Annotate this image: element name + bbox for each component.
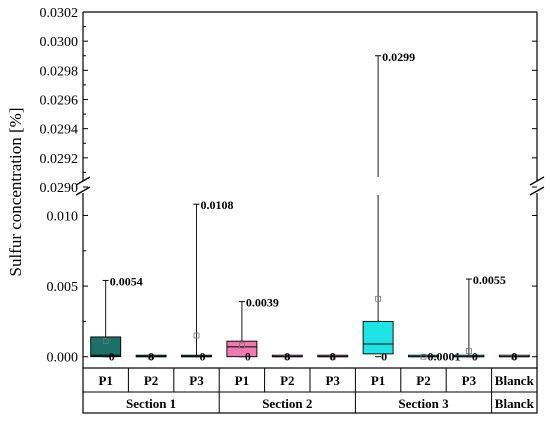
- box-iqr: [362, 320, 394, 355]
- section-label: Section 2: [262, 396, 312, 411]
- y-tick-label: 0.0294: [40, 123, 79, 138]
- box-section-1-p3: 0.0108 0: [181, 198, 234, 364]
- category-label: Blanck: [495, 373, 535, 388]
- category-label: P3: [325, 373, 340, 388]
- max-value-label: 0: [284, 350, 290, 364]
- section-label: Section 3: [398, 396, 449, 411]
- box-section-3-p3: 0.0055 0: [453, 273, 506, 364]
- y-tick-label: 0.0292: [40, 152, 79, 167]
- category-label: P1: [98, 373, 112, 388]
- axis-break-mark: [529, 176, 545, 186]
- category-label: P3: [189, 373, 204, 388]
- category-label: P2: [280, 373, 294, 388]
- axis-break-mark: [75, 186, 91, 196]
- max-value-label: 0.0001: [428, 349, 461, 363]
- box-section-2-p3: 0: [317, 350, 349, 364]
- box-section-2-p2: 0: [271, 350, 303, 364]
- mean-marker: [511, 353, 518, 360]
- axis-break-mark: [529, 186, 545, 196]
- category-label: P1: [371, 373, 385, 388]
- y-tick-label: 0.0302: [40, 6, 79, 21]
- category-label: P3: [462, 373, 477, 388]
- max-value-label: 0.0055: [473, 273, 506, 287]
- max-value-label: 0.0039: [246, 296, 279, 310]
- section-label: Section 1: [126, 396, 176, 411]
- mean-marker: [329, 353, 336, 360]
- box-section-3-p2: 0.0001: [408, 349, 461, 363]
- mean-marker: [238, 342, 245, 349]
- mean-marker: [420, 353, 427, 360]
- box-section-2-p1: 0.0039 0: [226, 296, 279, 364]
- y-tick-label: 0.0298: [40, 64, 79, 79]
- mean-marker: [193, 332, 200, 339]
- box-section-3-p1: 0.0299 0: [362, 50, 415, 364]
- y-tick-label: 0.0300: [40, 35, 79, 50]
- y-tick-label: 0.000: [47, 351, 79, 366]
- box-section-1-p2: 0: [135, 350, 167, 364]
- mean-marker: [465, 348, 472, 354]
- box-iqr: [90, 336, 122, 358]
- y-tick-label: 0.005: [47, 280, 79, 295]
- mean-marker: [284, 353, 291, 360]
- max-value-label: 0.0054: [110, 274, 143, 288]
- axis-break-mark: [75, 176, 91, 186]
- category-label: P2: [416, 373, 430, 388]
- mean-marker: [375, 295, 382, 302]
- section-label: Blanck: [495, 396, 535, 411]
- y-tick-label: 0.0296: [40, 94, 79, 109]
- box-section-1-p1: 0.0054 0: [90, 274, 143, 364]
- y-tick-label: 0.010: [47, 209, 79, 224]
- box-iqr: [226, 340, 258, 358]
- max-value-label: 0.0108: [201, 198, 234, 212]
- min-value-label: 0: [472, 350, 478, 364]
- box-blanck-blanck: 0: [498, 350, 530, 364]
- min-value-label: 0: [200, 350, 206, 364]
- min-value-label: 0: [245, 350, 251, 364]
- y-axis-label: Sulfur concentration [%]: [6, 108, 25, 277]
- max-value-label: 0: [330, 350, 336, 364]
- max-value-label: 0.0299: [382, 50, 415, 64]
- min-value-label: 0: [109, 350, 115, 364]
- category-label: P2: [144, 373, 158, 388]
- mean-marker: [148, 353, 155, 360]
- max-value-label: 0: [511, 350, 517, 364]
- mean-marker: [102, 338, 109, 345]
- y-tick-label: 0.0290: [40, 181, 79, 196]
- category-label: P1: [235, 373, 249, 388]
- max-value-label: 0: [148, 350, 154, 364]
- min-value-label: 0: [381, 350, 387, 364]
